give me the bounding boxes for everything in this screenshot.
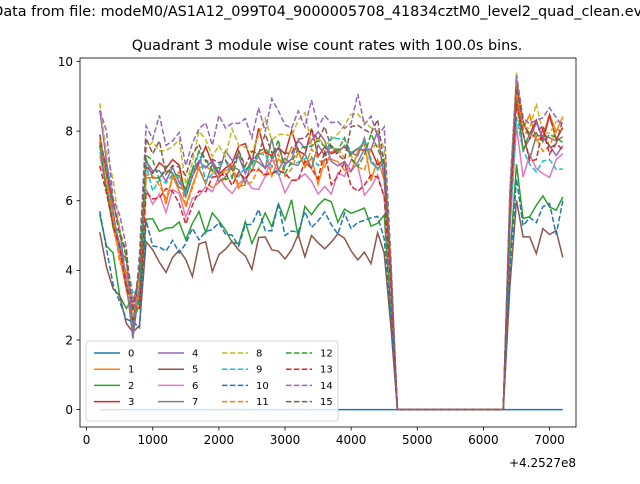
legend-label-8: 8 (256, 349, 262, 360)
x-tick-label: 6000 (468, 433, 499, 447)
legend-label-1: 1 (128, 365, 134, 376)
legend-label-13: 13 (320, 365, 333, 376)
legend-label-14: 14 (320, 381, 333, 392)
axes-frame (79, 57, 577, 428)
x-tick-label: 7000 (534, 433, 565, 447)
x-offset-label: +4.2527e8 (509, 456, 576, 470)
y-tick-label: 8 (65, 124, 73, 138)
x-tick-label: 1000 (137, 433, 168, 447)
x-tick-label: 5000 (402, 433, 433, 447)
legend-label-5: 5 (192, 365, 198, 376)
legend-label-0: 0 (128, 349, 134, 360)
x-tick-label: 2000 (204, 433, 235, 447)
legend-label-7: 7 (192, 397, 198, 408)
legend-label-2: 2 (128, 381, 134, 392)
x-tick-label: 4000 (336, 433, 367, 447)
y-tick-label: 2 (65, 333, 73, 347)
chart-title: Quadrant 3 module wise count rates with … (132, 38, 523, 54)
legend-label-9: 9 (256, 365, 262, 376)
legend-box (85, 340, 339, 422)
series-line-14 (99, 74, 564, 411)
series-line-9 (99, 117, 563, 411)
y-tick-label: 0 (65, 403, 73, 417)
legend-label-15: 15 (320, 397, 333, 408)
series-line-11 (99, 94, 564, 411)
legend-label-4: 4 (192, 349, 198, 360)
legend-label-3: 3 (128, 397, 134, 408)
y-tick-label: 4 (65, 264, 73, 278)
legend-label-12: 12 (320, 349, 333, 360)
x-tick-label: 0 (83, 433, 91, 447)
y-tick-label: 10 (58, 55, 73, 69)
series-line-15 (99, 88, 564, 411)
y-tick-label: 6 (65, 194, 73, 208)
legend-label-6: 6 (192, 381, 198, 392)
x-tick-label: 3000 (270, 433, 301, 447)
legend-label-10: 10 (256, 381, 269, 392)
figure-suptitle: Data from file: modeM0/AS1A12_099T04_900… (0, 4, 640, 20)
legend-label-11: 11 (256, 397, 269, 408)
